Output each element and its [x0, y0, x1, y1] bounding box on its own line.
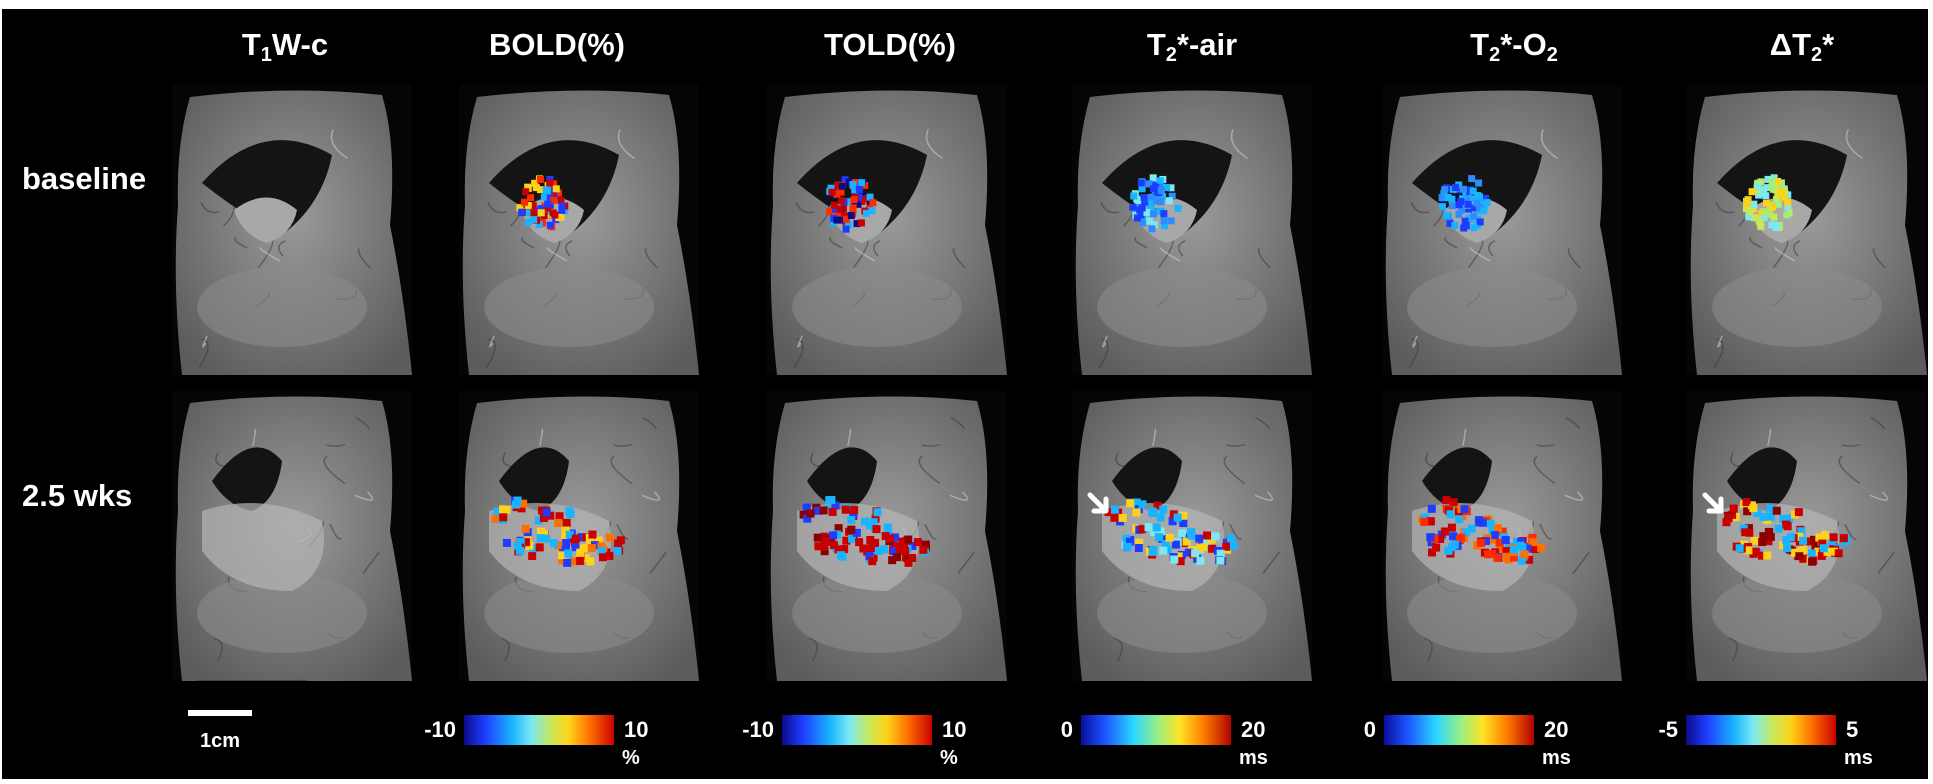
column-title-t2-air: T2*-air: [1146, 27, 1238, 66]
colorbar-min-label: -10: [424, 717, 456, 742]
colorbar-max-label: 10: [942, 717, 967, 742]
mri-slice-image: [1690, 90, 1927, 375]
colorbar-unit-label: ms: [1844, 747, 1873, 769]
colorbar-min-label: 0: [1363, 717, 1376, 742]
colorbar-bold: -10 10 %: [412, 707, 692, 777]
panel-2-5wks-delta-t2: [1687, 391, 1927, 681]
colorbar-gradient: [464, 715, 614, 745]
colorbar-unit-label: ms: [1542, 747, 1571, 769]
panel-2-5wks-t1w-c: [172, 391, 412, 681]
panel-2-5wks-t2-o2: [1382, 391, 1622, 681]
panel-baseline-bold: [459, 85, 699, 375]
colorbar-gradient: [1384, 715, 1534, 745]
panel-2-5wks-told: [767, 391, 1007, 681]
panel-2-5wks-t2-air: [1072, 391, 1312, 681]
colorbar-max-label: 20: [1544, 717, 1569, 742]
colorbar-told: -10 10 %: [730, 707, 1010, 777]
row-label-2-5-wks: 2.5 wks: [22, 478, 133, 513]
colorbar-gradient: [1081, 715, 1231, 745]
panel-baseline-t2-o2: [1382, 85, 1622, 375]
mri-slice-image: [1385, 90, 1622, 375]
colorbar-gradient: [1686, 715, 1836, 745]
colorbar-unit-label: %: [940, 747, 958, 769]
colorbar-t2-o2: 0 20 ms: [1332, 707, 1612, 777]
divider-line: [197, 680, 307, 681]
mri-slice-image: [462, 90, 699, 375]
panel-baseline-delta-t2: [1687, 85, 1927, 375]
mri-slice-image: [175, 90, 412, 375]
colorbar-t2-air: 0 20 ms: [1029, 707, 1309, 777]
mri-slice-image: [1385, 396, 1622, 681]
colorbar-min-label: 0: [1060, 717, 1073, 742]
column-title-t1w-c: T1W-c: [241, 27, 329, 66]
panel-baseline-told: [767, 85, 1007, 375]
column-title-t2-o2: T2*-O2: [1470, 27, 1558, 66]
mri-slice-image: [1690, 396, 1927, 681]
colorbar-max-label: 10: [624, 717, 649, 742]
row-label-baseline: baseline: [22, 161, 147, 196]
colorbar-max-label: 20: [1241, 717, 1266, 742]
colorbar-unit-label: %: [622, 747, 640, 769]
mri-slice-image: [462, 396, 699, 681]
mri-slice-image: [770, 90, 1007, 375]
mri-slice-image: [175, 396, 412, 681]
mri-slice-image: [1075, 396, 1312, 681]
colorbar-gradient: [782, 715, 932, 745]
colorbar-max-label: 5: [1846, 717, 1859, 742]
panel-baseline-t1w-c: [172, 85, 412, 375]
colorbar-unit-label: ms: [1239, 747, 1268, 769]
panel-2-5wks-bold: [459, 391, 699, 681]
scale-bar: [188, 710, 252, 716]
panel-baseline-t2-air: [1072, 85, 1312, 375]
column-title-told: TOLD(%): [823, 27, 957, 62]
mri-slice-image: [770, 396, 1007, 681]
column-title-bold: BOLD(%): [488, 27, 626, 62]
colorbar-min-label: -10: [742, 717, 774, 742]
colorbar-delta-t2: -5 5 ms: [1634, 707, 1914, 777]
scale-bar-label: 1cm: [200, 730, 241, 752]
colorbar-min-label: -5: [1658, 717, 1678, 742]
column-title-delta-t2: ΔT2*: [1769, 27, 1835, 66]
mri-figure: T1W-c BOLD(%) TOLD(%) T2*-air T2*-O2 ΔT2…: [2, 9, 1928, 779]
mri-slice-image: [1075, 90, 1312, 375]
